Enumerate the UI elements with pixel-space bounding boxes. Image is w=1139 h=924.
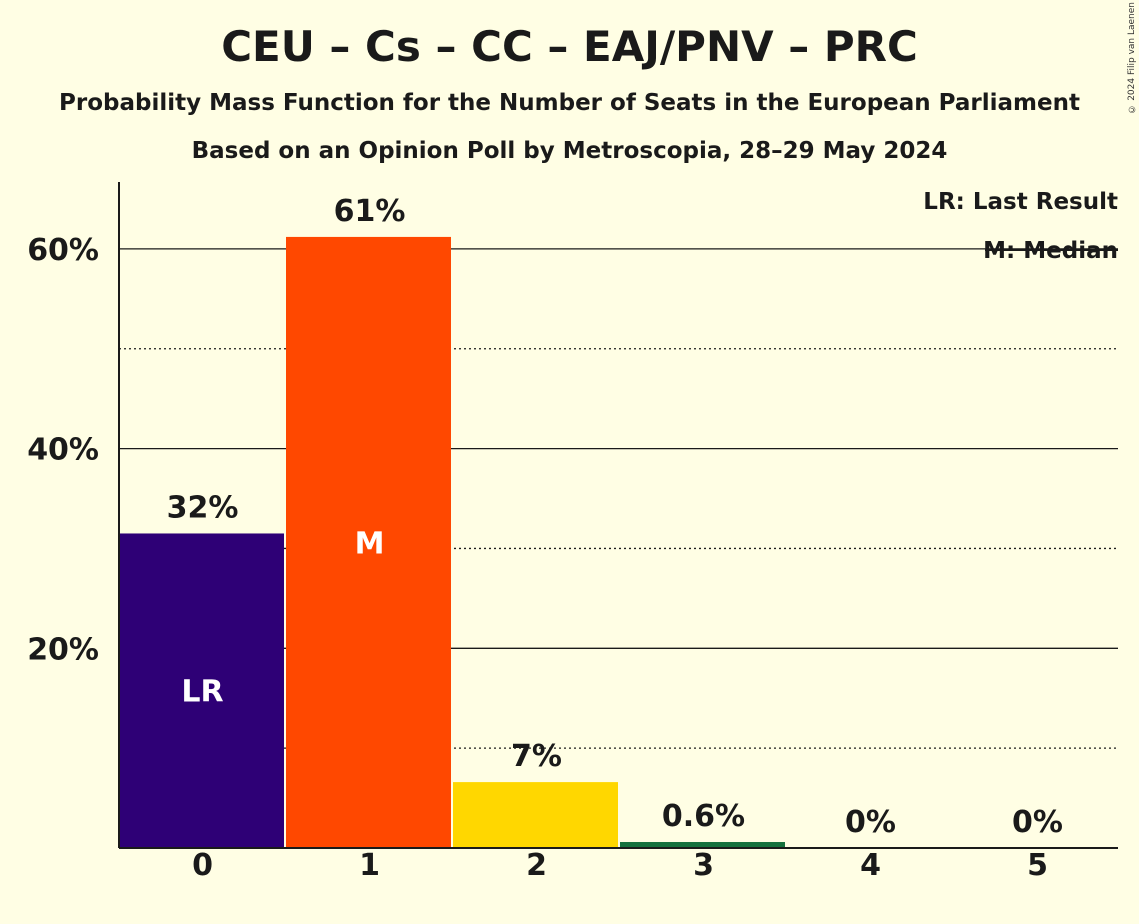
legend: LR: Last Result M: Median <box>923 189 1118 264</box>
legend-last-result: LR: Last Result <box>923 189 1118 215</box>
y-tick-label: 40% <box>27 433 99 468</box>
bar <box>620 842 785 848</box>
bar-value-label: 32% <box>167 490 239 525</box>
bar-value-label: 0% <box>1012 805 1063 840</box>
chart-subtitle: Probability Mass Function for the Number… <box>59 90 1080 116</box>
axes: 20% 40% 60% 0 1 2 3 4 5 <box>27 182 1118 883</box>
bar-value-label: 0% <box>845 805 896 840</box>
bar <box>119 533 284 848</box>
labels: 32% LR 61% M 7% 0.6% 0% 0% <box>167 194 1063 840</box>
chart-title: CEU – Cs – CC – EAJ/PNV – PRC <box>221 22 918 71</box>
bar-value-label: 7% <box>511 739 562 774</box>
bar-inside-label: M <box>355 526 385 561</box>
y-tick-label: 20% <box>27 632 99 667</box>
x-tick-label: 3 <box>693 848 714 883</box>
x-tick-label: 0 <box>192 848 213 883</box>
gridlines <box>119 248 1118 749</box>
x-tick-label: 1 <box>359 848 380 883</box>
x-tick-label: 5 <box>1027 848 1048 883</box>
chart-source: Based on an Opinion Poll by Metroscopia,… <box>191 138 948 164</box>
bar <box>286 236 451 848</box>
bar-value-label: 61% <box>334 194 406 229</box>
bar-value-label: 0.6% <box>662 799 745 834</box>
bar <box>453 782 618 848</box>
x-tick-label: 2 <box>526 848 547 883</box>
bar-inside-label: LR <box>181 675 223 710</box>
bars <box>119 236 785 848</box>
y-tick-label: 60% <box>27 233 99 268</box>
x-tick-label: 4 <box>860 848 881 883</box>
